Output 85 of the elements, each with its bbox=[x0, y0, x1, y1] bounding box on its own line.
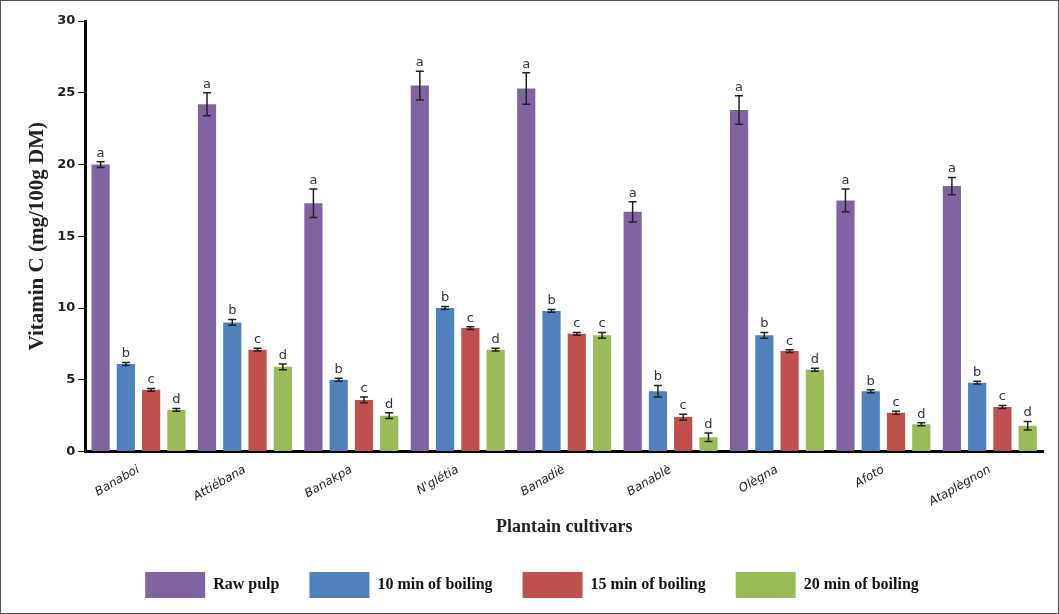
data-label: c bbox=[466, 309, 474, 325]
bar bbox=[273, 366, 292, 452]
data-label: c bbox=[892, 394, 900, 410]
bar bbox=[942, 186, 961, 452]
data-label: a bbox=[522, 55, 531, 71]
bar bbox=[542, 310, 561, 452]
data-label: b bbox=[760, 315, 769, 331]
data-label: c bbox=[147, 371, 155, 387]
data-label: a bbox=[203, 75, 211, 91]
bar bbox=[993, 407, 1012, 452]
bar bbox=[517, 88, 536, 452]
data-label: d bbox=[491, 331, 500, 347]
bar bbox=[836, 200, 855, 452]
bar bbox=[167, 409, 186, 452]
x-axis-title: Plantain cultivars bbox=[495, 515, 633, 536]
bar bbox=[91, 164, 110, 452]
data-label: d bbox=[385, 395, 394, 411]
y-tick-label: 30 bbox=[57, 12, 76, 28]
bar bbox=[329, 379, 348, 452]
bar bbox=[142, 389, 161, 452]
bar bbox=[380, 415, 399, 452]
bar bbox=[861, 391, 880, 452]
bar bbox=[729, 109, 749, 452]
data-label: a bbox=[841, 171, 850, 187]
y-tick-label: 0 bbox=[66, 442, 76, 458]
data-label: d bbox=[917, 405, 926, 421]
y-tick-label: 5 bbox=[66, 371, 76, 387]
data-label: d bbox=[810, 351, 820, 367]
data-label: c bbox=[598, 315, 606, 331]
data-label: b bbox=[228, 302, 237, 318]
bar bbox=[648, 391, 668, 452]
data-label: b bbox=[440, 289, 450, 305]
data-label: d bbox=[1023, 404, 1032, 420]
data-label: b bbox=[653, 368, 663, 384]
bar bbox=[912, 424, 931, 452]
y-tick-label: 10 bbox=[57, 299, 76, 315]
data-label: a bbox=[96, 144, 105, 160]
data-label: b bbox=[866, 372, 875, 388]
bar bbox=[116, 364, 135, 452]
data-label: d bbox=[278, 346, 287, 362]
data-label: d bbox=[704, 415, 713, 431]
y-tick-label: 20 bbox=[57, 155, 76, 171]
data-label: c bbox=[786, 332, 794, 348]
bar bbox=[567, 333, 586, 452]
bar bbox=[223, 322, 242, 452]
bar bbox=[623, 211, 642, 452]
bar bbox=[886, 412, 906, 452]
data-label: c bbox=[679, 397, 687, 413]
bar bbox=[780, 351, 799, 452]
bar bbox=[592, 335, 612, 452]
data-label: b bbox=[547, 292, 556, 308]
data-label: c bbox=[573, 315, 581, 331]
y-axis-title: Vitamin C (mg/100g DM) bbox=[24, 122, 49, 351]
legend-label: Raw pulp bbox=[213, 575, 280, 594]
bar bbox=[755, 335, 774, 452]
data-label: a bbox=[947, 160, 956, 176]
bar bbox=[410, 85, 429, 452]
bar bbox=[699, 437, 718, 452]
data-label: c bbox=[998, 388, 1007, 404]
bar bbox=[354, 399, 374, 452]
data-label: a bbox=[735, 78, 744, 94]
data-label: c bbox=[360, 379, 368, 395]
data-label: c bbox=[253, 331, 262, 347]
bar bbox=[805, 369, 824, 452]
legend-label: 20 min of boiling bbox=[803, 575, 919, 594]
legend-label: 10 min of boiling bbox=[377, 575, 493, 594]
bar bbox=[304, 203, 323, 452]
bar bbox=[248, 349, 267, 452]
data-label: b bbox=[334, 361, 343, 377]
data-label: b bbox=[121, 345, 130, 361]
data-label: a bbox=[415, 54, 424, 70]
data-label: b bbox=[973, 364, 982, 380]
y-tick-label: 25 bbox=[57, 84, 76, 100]
data-label: d bbox=[172, 391, 181, 407]
bar bbox=[1018, 425, 1037, 452]
legend-label: 15 min of boiling bbox=[590, 575, 706, 594]
bar bbox=[486, 349, 505, 452]
data-label: a bbox=[628, 184, 637, 200]
bar bbox=[674, 417, 693, 452]
y-tick-label: 15 bbox=[57, 227, 76, 243]
bar bbox=[968, 382, 987, 452]
bar bbox=[197, 104, 217, 452]
bar bbox=[461, 328, 480, 452]
bar bbox=[436, 308, 455, 452]
data-label: a bbox=[309, 171, 318, 187]
